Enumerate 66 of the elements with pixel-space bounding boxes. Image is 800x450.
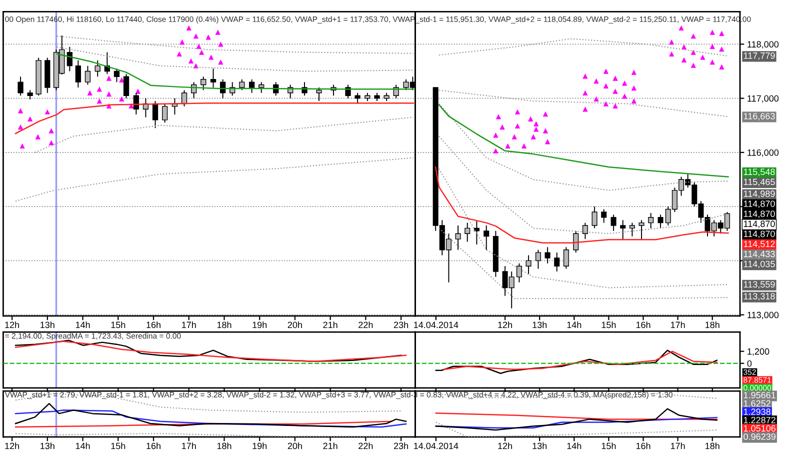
y-tick-label: 0 — [747, 360, 752, 367]
text: 114,870 — [744, 230, 775, 238]
x-tick-label: 15h — [602, 321, 616, 328]
x-tick-label: 17h — [670, 442, 685, 450]
text: 114,870 — [744, 220, 775, 228]
x-tick-label: 18h — [217, 442, 232, 450]
x-tick-label: 23h — [394, 321, 408, 328]
text: 1.95661 — [744, 392, 776, 398]
x-tick-label: 15h — [111, 321, 126, 328]
x-tick-label: 12h — [498, 442, 512, 450]
text: 113,318 — [744, 293, 775, 301]
text: 1.22872 — [744, 416, 776, 424]
x-tick-label: 14.04.2014 — [414, 442, 458, 450]
text: 116,663 — [744, 112, 775, 120]
x-tick-label: 17h — [182, 442, 196, 450]
x-tick-label: 14h — [76, 321, 90, 328]
x-tick-label: 14h — [76, 442, 90, 450]
x-tick-label: 17h — [182, 321, 196, 328]
text: 114,433 — [744, 250, 775, 258]
x-tick-label: 21h — [323, 442, 338, 450]
x-tick-label: 12h — [5, 321, 19, 328]
text: 113,559 — [744, 281, 775, 289]
x-tick-label: 14h — [567, 321, 582, 328]
text: 1.6252 — [744, 400, 770, 407]
x-tick-label: 12h — [5, 442, 19, 450]
text: 1.2938 — [744, 408, 770, 415]
y-tick-label: 118,000 — [748, 41, 779, 49]
x-tick-label: 12h — [498, 321, 512, 328]
x-tick-label: 19h — [252, 321, 267, 328]
x-tick-label: 14h — [567, 442, 582, 450]
x-tick-label: 17h — [670, 321, 685, 328]
text: 1.05106 — [744, 425, 776, 432]
x-tick-label: 21h — [323, 321, 338, 328]
x-tick-label: 22h — [358, 442, 373, 450]
x-tick-label: 13h — [532, 442, 547, 450]
x-tick-label: 19h — [252, 442, 267, 450]
x-tick-label: 13h — [40, 321, 54, 328]
x-tick-label: 20h — [288, 442, 302, 450]
text: 114,989 — [744, 190, 775, 198]
x-tick-label: 18h — [706, 442, 720, 450]
text: 0.96239 — [744, 433, 776, 440]
x-tick-label: 14.04.2014 — [414, 322, 458, 328]
text: 114,512 — [744, 240, 775, 248]
x-tick-label: 15h — [602, 442, 616, 450]
text: 115,548 — [744, 168, 775, 176]
x-tick-label: 18h — [706, 321, 720, 328]
text: 114,035 — [744, 260, 775, 268]
x-tick-label: 16h — [146, 321, 160, 328]
x-tick-label: 16h — [636, 321, 650, 328]
x-tick-label: 20h — [288, 321, 302, 328]
text: 117,779 — [744, 52, 775, 60]
x-tick-label: 13h — [532, 321, 547, 328]
x-tick-label: 13h — [40, 442, 54, 450]
x-tick-label: 16h — [146, 442, 160, 450]
text: 114,870 — [744, 210, 775, 218]
x-tick-label: 23h — [394, 442, 408, 450]
x-tick-label: 16h — [636, 442, 650, 450]
x-tick-label: 22h — [358, 321, 373, 328]
x-tick-label: 15h — [111, 442, 126, 450]
y-tick-label: 1,200 — [748, 348, 770, 356]
x-tick-label: 18h — [217, 321, 232, 328]
text: 114,870 — [744, 200, 775, 208]
y-tick-label: 113,000 — [748, 312, 779, 320]
text: 115,465 — [744, 178, 775, 186]
y-tick-label: 116,000 — [748, 149, 779, 157]
y-tick-label: 117,000 — [748, 95, 779, 103]
